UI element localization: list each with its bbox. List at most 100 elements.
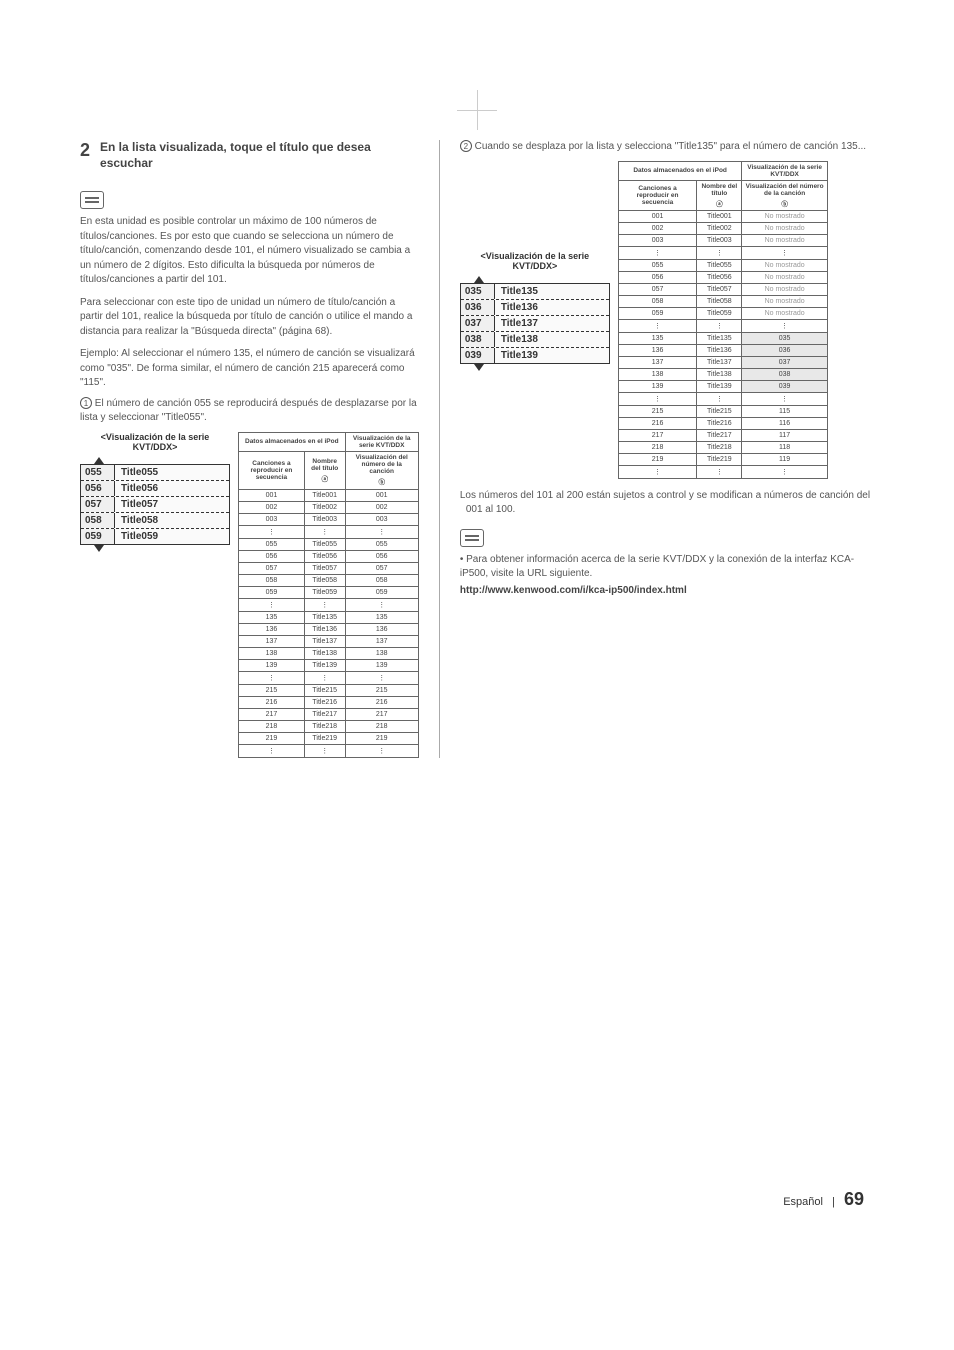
table-cell: 137 bbox=[618, 357, 696, 369]
table-cell: 058 bbox=[618, 296, 696, 308]
viz-row: 038Title138 bbox=[461, 331, 609, 347]
viz-num: 059 bbox=[81, 529, 115, 544]
table-cell: ⋮ bbox=[345, 744, 418, 757]
viz1-box: 055Title055056Title056057Title057058Titl… bbox=[80, 464, 230, 545]
circled-1: 1 El número de canción 055 se reproducir… bbox=[80, 397, 419, 426]
table-row: 139Title139039 bbox=[618, 381, 827, 393]
table-row: 058Title058058 bbox=[239, 574, 419, 586]
table-cell: ⋮ bbox=[304, 744, 345, 757]
viz-title: Title057 bbox=[115, 497, 229, 512]
table2-layout: <Visualización de la serie KVT/DDX> 035T… bbox=[460, 161, 874, 480]
table-cell: Title058 bbox=[697, 296, 742, 308]
footnote-text: Los números del 101 al 200 están sujetos… bbox=[460, 489, 874, 517]
table-cell: Title055 bbox=[304, 538, 345, 550]
table-cell: Title137 bbox=[697, 357, 742, 369]
table-cell: Title218 bbox=[697, 442, 742, 454]
table-cell: Title219 bbox=[304, 732, 345, 744]
bullet-text: • Para obtener información acerca de la … bbox=[460, 553, 874, 581]
table-cell: ⋮ bbox=[345, 598, 418, 611]
example-label: Ejemplo: bbox=[80, 348, 119, 359]
table-cell: 055 bbox=[345, 538, 418, 550]
arrow-up-icon bbox=[94, 457, 104, 464]
table-cell: No mostrado bbox=[742, 211, 827, 223]
circled-2-icon: 2 bbox=[460, 140, 472, 152]
table-row: 218Title218118 bbox=[618, 442, 827, 454]
table-cell: 059 bbox=[618, 308, 696, 320]
left-column: 2 En la lista visualizada, toque el títu… bbox=[80, 140, 419, 758]
table-row: 056Title056No mostrado bbox=[618, 272, 827, 284]
table-cell: 002 bbox=[239, 501, 305, 513]
table-cell: Title056 bbox=[304, 550, 345, 562]
viz-num: 056 bbox=[81, 481, 115, 496]
table-cell: 037 bbox=[742, 357, 827, 369]
table-cell: Title058 bbox=[304, 574, 345, 586]
table-row: 219Title219119 bbox=[618, 454, 827, 466]
viz-num: 055 bbox=[81, 465, 115, 480]
viz-title: Title135 bbox=[495, 284, 609, 299]
table-cell: No mostrado bbox=[742, 272, 827, 284]
table-row: ⋮⋮⋮ bbox=[618, 466, 827, 479]
table-cell: Title139 bbox=[304, 659, 345, 671]
table-row: 056Title056056 bbox=[239, 550, 419, 562]
table-row: 059Title059059 bbox=[239, 586, 419, 598]
note-icon bbox=[80, 191, 104, 209]
table-row: 217Title217217 bbox=[239, 708, 419, 720]
table-cell: ⋮ bbox=[239, 744, 305, 757]
table-cell: ⋮ bbox=[618, 466, 696, 479]
viz-row: 036Title136 bbox=[461, 299, 609, 315]
circled-2: 2 Cuando se desplaza por la lista y sele… bbox=[460, 140, 874, 155]
table-row: 055Title055055 bbox=[239, 538, 419, 550]
table-row: 001Title001001 bbox=[239, 489, 419, 501]
table-cell: 056 bbox=[345, 550, 418, 562]
table-row: 216Title216216 bbox=[239, 696, 419, 708]
table-cell: Title139 bbox=[697, 381, 742, 393]
table-cell: Title138 bbox=[697, 369, 742, 381]
table-cell: Title215 bbox=[304, 684, 345, 696]
table-row: 136Title136036 bbox=[618, 345, 827, 357]
table-cell: Title136 bbox=[697, 345, 742, 357]
table-cell: 118 bbox=[742, 442, 827, 454]
table-cell: ⋮ bbox=[742, 466, 827, 479]
table-cell: 138 bbox=[618, 369, 696, 381]
table-cell: 056 bbox=[239, 550, 305, 562]
table-cell: ⋮ bbox=[618, 247, 696, 260]
viz-title: Title055 bbox=[115, 465, 229, 480]
table-row: 218Title218218 bbox=[239, 720, 419, 732]
table-cell: 057 bbox=[345, 562, 418, 574]
viz-row: 059Title059 bbox=[81, 528, 229, 544]
right-column: 2 Cuando se desplaza por la lista y sele… bbox=[460, 140, 874, 758]
table-cell: Title057 bbox=[697, 284, 742, 296]
circled-2-text: Cuando se desplaza por la lista y selecc… bbox=[475, 141, 866, 152]
table-row: 059Title059No mostrado bbox=[618, 308, 827, 320]
viz-title: Title058 bbox=[115, 513, 229, 528]
table-cell: Title215 bbox=[697, 406, 742, 418]
step-2: 2 En la lista visualizada, toque el títu… bbox=[80, 140, 419, 171]
table-row: 002Title002002 bbox=[239, 501, 419, 513]
table-cell: ⋮ bbox=[697, 466, 742, 479]
table-cell: 001 bbox=[618, 211, 696, 223]
viz-num: 038 bbox=[461, 332, 495, 347]
table-cell: Title137 bbox=[304, 635, 345, 647]
table-cell: Title217 bbox=[697, 430, 742, 442]
table-cell: 056 bbox=[618, 272, 696, 284]
table-cell: 001 bbox=[345, 489, 418, 501]
table-cell: ⋮ bbox=[304, 671, 345, 684]
viz-num: 035 bbox=[461, 284, 495, 299]
table-cell: 215 bbox=[345, 684, 418, 696]
circled-1-icon: 1 bbox=[80, 397, 92, 409]
viz-row: 055Title055 bbox=[81, 465, 229, 480]
viz1-label: <Visualización de la serie KVT/DDX> bbox=[80, 432, 230, 454]
table-cell: 139 bbox=[345, 659, 418, 671]
table-cell: 217 bbox=[345, 708, 418, 720]
table-cell: ⋮ bbox=[239, 525, 305, 538]
table-cell: Title135 bbox=[304, 611, 345, 623]
table-cell: ⋮ bbox=[742, 393, 827, 406]
paragraph-2: Para seleccionar con este tipo de unidad… bbox=[80, 296, 419, 340]
table-cell: 139 bbox=[239, 659, 305, 671]
footer-sep: | bbox=[832, 1196, 835, 1208]
viz-num: 057 bbox=[81, 497, 115, 512]
table-cell: 219 bbox=[345, 732, 418, 744]
table-cell: Title003 bbox=[304, 513, 345, 525]
table-row: 215Title215215 bbox=[239, 684, 419, 696]
table-cell: 003 bbox=[618, 235, 696, 247]
